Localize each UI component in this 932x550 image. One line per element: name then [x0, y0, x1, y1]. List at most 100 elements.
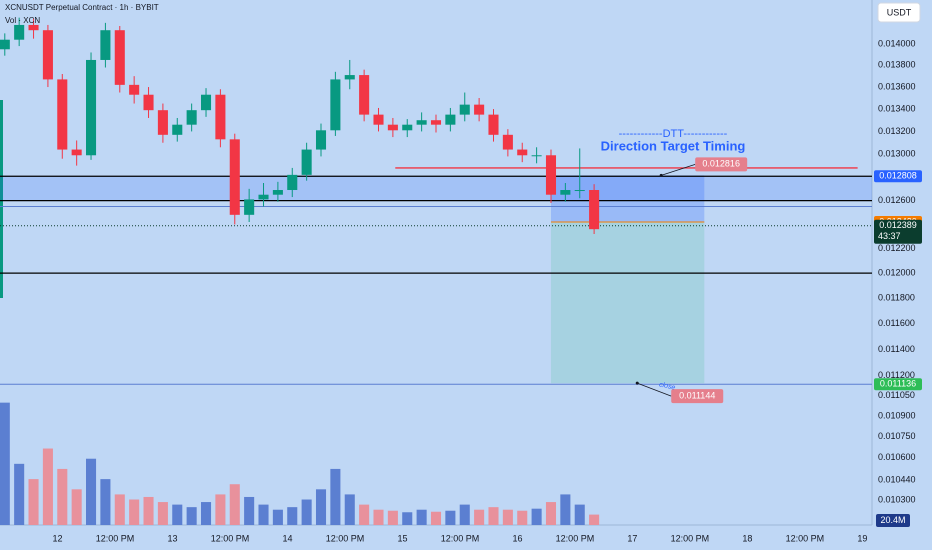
x-tick-label: 15	[397, 533, 407, 543]
candle-body	[445, 114, 456, 125]
x-tick-label: 13	[167, 533, 177, 543]
volume-bar	[143, 496, 154, 525]
y-tick-label: 0.012000	[878, 268, 916, 278]
price-label-box	[874, 219, 922, 244]
candle-body	[57, 79, 68, 150]
candle-body	[402, 124, 413, 131]
volume-bar	[71, 489, 82, 525]
volume-bar	[14, 463, 25, 525]
y-tick-label: 0.010300	[878, 495, 916, 505]
y-tick-label: 0.011400	[878, 344, 915, 354]
candle-body	[430, 120, 442, 125]
volume-label-box	[876, 514, 910, 527]
y-tick-label: 0.013600	[878, 81, 916, 91]
chart-title: XCNUSDT Perpetual Contract · 1h · BYBIT	[5, 3, 159, 12]
volume-bar	[387, 510, 398, 525]
candle-body	[258, 194, 269, 200]
volume-bar	[129, 499, 140, 525]
volume-bar	[459, 504, 470, 525]
callout-anchor	[635, 381, 639, 385]
callout-label: 0.012816	[702, 159, 740, 169]
volume-bar	[545, 502, 557, 525]
x-tick-label: 12:00 PM	[671, 533, 710, 543]
y-tick-label: 0.011600	[878, 318, 915, 328]
x-tick-label: 12:00 PM	[326, 533, 365, 543]
candle-body	[14, 24, 25, 40]
y-tick-label: 0.011050	[878, 390, 915, 400]
candle-body	[359, 75, 370, 115]
candle-body	[474, 104, 485, 115]
candle-body	[459, 104, 470, 115]
candle-body	[488, 114, 499, 135]
currency[interactable]: USDT	[887, 7, 912, 17]
volume-bar	[330, 468, 341, 525]
candle-body	[287, 174, 298, 191]
candle-body	[330, 79, 341, 131]
close-note: close	[658, 381, 676, 391]
x-tick-label: 12:00 PM	[441, 533, 480, 543]
volume-bar	[531, 508, 542, 525]
callout-connector	[637, 382, 672, 397]
zone	[0, 176, 872, 201]
edge-bar	[0, 100, 3, 298]
volume-bar	[301, 499, 312, 525]
volume-bar	[28, 479, 39, 525]
countdown: 43:37	[878, 231, 901, 241]
volume-bar	[402, 512, 413, 525]
candle-body	[86, 59, 97, 156]
x-tick-label: 12:00 PM	[786, 533, 825, 543]
callout-connector	[661, 163, 696, 176]
candle-body	[42, 30, 53, 80]
candle-body	[100, 30, 111, 60]
x-tick-label: 12:00 PM	[96, 533, 135, 543]
price-label-box	[874, 170, 922, 183]
price-label-box	[874, 378, 922, 391]
volume-bar	[57, 468, 68, 525]
callout-anchor	[659, 173, 663, 177]
volume-bar	[86, 458, 97, 525]
price-label: 0.011136	[880, 379, 916, 389]
dtt-line: ------------DTT------------	[619, 128, 728, 140]
dtt-text: Direction Target Timing	[601, 138, 746, 153]
volume-bar	[474, 509, 485, 525]
volume-bar	[258, 504, 269, 525]
y-tick-label: 0.014000	[878, 38, 916, 48]
volume-bar	[315, 489, 327, 525]
candle-body	[531, 155, 542, 157]
candle-body	[186, 110, 197, 125]
callout-box	[671, 389, 724, 404]
x-tick-label: 12	[52, 533, 62, 543]
y-tick-label: 0.013800	[878, 60, 916, 70]
x-tick-label: 12:00 PM	[211, 533, 250, 543]
candle-body	[172, 124, 183, 135]
candle-body	[387, 124, 398, 131]
candle-body	[215, 94, 226, 140]
volume-bar	[272, 509, 283, 525]
candle-body	[560, 190, 571, 195]
y-tick-label: 0.013400	[878, 103, 916, 113]
volume-bar	[244, 496, 255, 525]
volume-bar	[0, 402, 10, 525]
volume-bar	[574, 504, 585, 525]
candle-body	[301, 149, 312, 175]
candle-body	[114, 30, 125, 85]
y-tick-label: 0.013000	[878, 149, 916, 159]
candle-body	[28, 24, 39, 31]
candle-body	[0, 39, 10, 50]
y-tick-label: 0.010900	[878, 410, 916, 420]
volume-bar	[517, 510, 528, 525]
currency-button[interactable]	[877, 2, 921, 23]
volume-bar	[445, 510, 456, 525]
volume-bar	[200, 502, 212, 525]
x-tick-label: 14	[282, 533, 292, 543]
volume-bar	[114, 494, 125, 525]
candle-body	[157, 110, 168, 135]
x-tick-label: 18	[742, 533, 752, 543]
candle-body	[272, 190, 283, 195]
y-tick-label: 0.010440	[878, 475, 916, 485]
candle-body	[229, 139, 240, 215]
position-risk	[550, 175, 705, 222]
volume-bar	[100, 479, 111, 525]
